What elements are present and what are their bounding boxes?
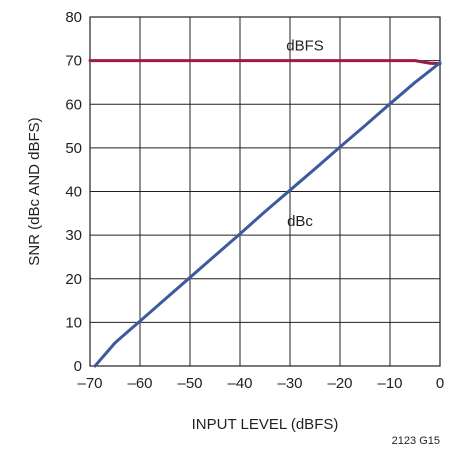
y-tick-label: 60 [65, 96, 82, 113]
y-tick-label: 50 [65, 140, 82, 157]
x-axis-label: INPUT LEVEL (dBFS) [192, 416, 339, 433]
series-line-dbfs [88, 59, 442, 66]
x-tick-label: 0 [436, 375, 444, 392]
grid-lines [90, 17, 440, 366]
annotation-dbc: dBc [287, 213, 313, 230]
y-tick-label: 30 [65, 227, 82, 244]
x-tick-label: –40 [227, 375, 252, 392]
y-axis-label: SNR (dBc AND dBFS) [26, 117, 43, 265]
x-tick-labels: –70 –60 –50 –40 –30 –20 –10 0 [77, 375, 444, 392]
annotation-dbfs: dBFS [286, 37, 324, 54]
y-tick-labels: 0 10 20 30 40 50 60 70 80 [65, 9, 82, 375]
figure-code: 2123 G15 [392, 435, 440, 447]
x-tick-label: –70 [77, 375, 102, 392]
x-tick-label: –50 [177, 375, 202, 392]
series-lines [88, 59, 442, 368]
annotations: dBFS dBc [286, 37, 324, 230]
y-tick-label: 80 [65, 9, 82, 26]
x-tick-label: –10 [377, 375, 402, 392]
series-line-dbc [93, 61, 442, 368]
x-tick-label: –30 [277, 375, 302, 392]
y-tick-label: 10 [65, 314, 82, 331]
y-tick-label: 0 [74, 358, 82, 375]
y-tick-label: 40 [65, 184, 82, 201]
x-tick-label: –60 [127, 375, 152, 392]
y-tick-label: 20 [65, 271, 82, 288]
x-tick-label: –20 [327, 375, 352, 392]
y-tick-label: 70 [65, 53, 82, 70]
